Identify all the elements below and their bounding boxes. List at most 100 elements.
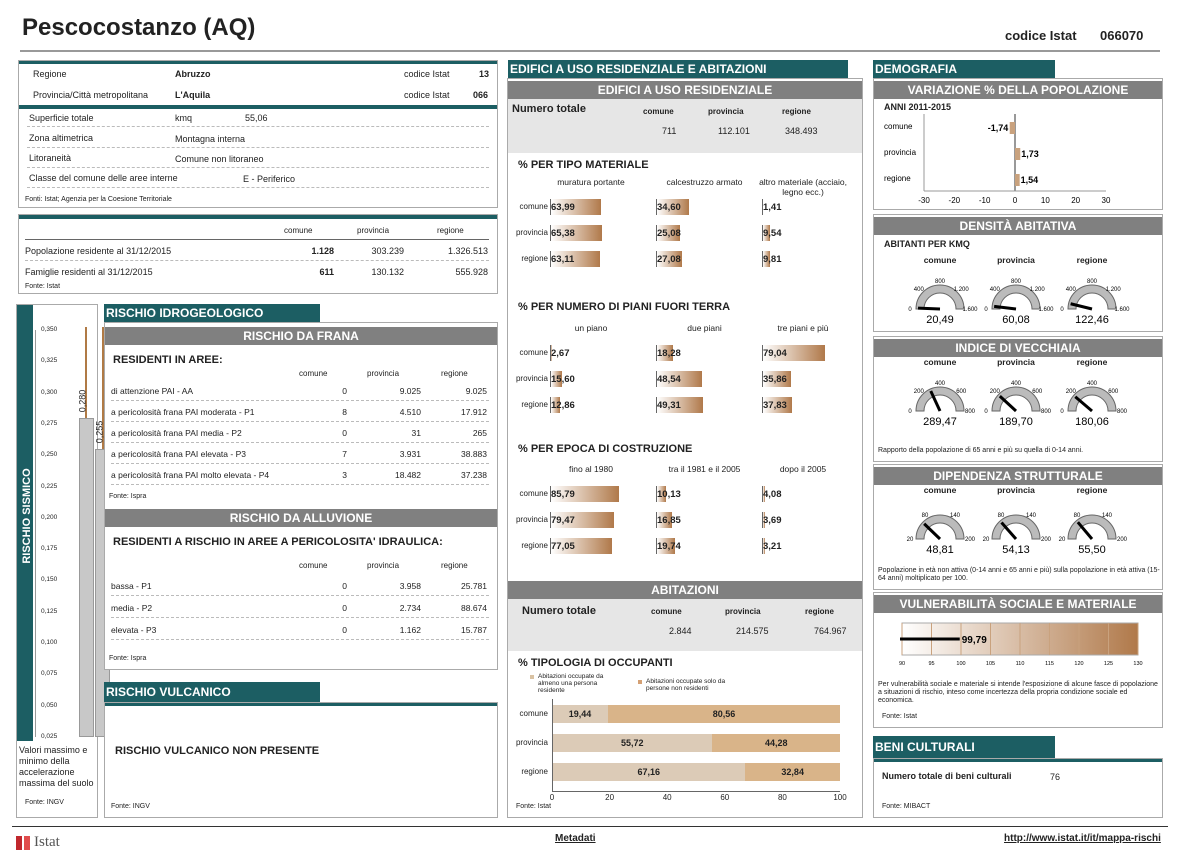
edifici-num-label: Numero totale: [512, 103, 586, 115]
materiale-title: % PER TIPO MATERIALE: [518, 159, 649, 171]
tipologia-bar-non-residenti: [745, 763, 840, 781]
alluv-row-regione: 25.781: [461, 581, 487, 591]
epoca-bar: [656, 486, 666, 502]
vecchiaia-gauge: 0 200 400 600 800 189,70: [984, 381, 1052, 427]
abit-col-provincia: provincia: [725, 607, 761, 616]
dipendenza-gauge-tick: 200: [965, 537, 976, 543]
vecchiaia-col-header: regione: [1076, 357, 1108, 367]
vulnerabilita-tick: 110: [1016, 661, 1025, 667]
piani-col-header: un piano: [574, 323, 608, 333]
vulcanico-title: RISCHIO VULCANICO: [104, 682, 320, 702]
vecchiaia-gauge-needle: [929, 390, 942, 412]
dipendenza-col-header: regione: [1076, 485, 1108, 495]
vecchiaia-gauge-tick: 200: [1066, 389, 1077, 395]
vulnerabilita-tick: 105: [986, 661, 995, 667]
variazione-row-label: provincia: [884, 148, 917, 157]
dipendenza-title: DIPENDENZA STRUTTURALE: [874, 467, 1162, 485]
alluv-row-label: media - P2: [111, 603, 153, 613]
densita-gauge-tick: 400: [1066, 287, 1077, 293]
zona-label: Zona altimetrica: [29, 133, 94, 143]
edifici-provincia: 112.101: [718, 126, 750, 136]
variazione-panel: VARIAZIONE % DELLA POPOLAZIONE ANNI 2011…: [873, 78, 1163, 210]
materiale-bar-label: 34,60: [657, 202, 681, 213]
alluv-col-regione: regione: [441, 561, 468, 570]
vecchiaia-gauge-value: 289,47: [923, 416, 957, 427]
materiale-bar: [656, 251, 682, 267]
frana-row-label: di attenzione PAI - AA: [111, 386, 194, 396]
vecchiaia-gauge-tick: 800: [1041, 409, 1052, 415]
tipologia-legend-1: Abitazioni occupate da almeno una person…: [538, 673, 604, 694]
frana-row-regione: 9.025: [465, 386, 487, 396]
dipendenza-gauge: 20 80 140 200 55,50: [1059, 513, 1128, 555]
materiale-bar: [762, 199, 764, 215]
vecchiaia-gauge-tick: 400: [935, 381, 946, 387]
alluv-row-label: bassa - P1: [111, 581, 152, 591]
piani-bar-label: 35,86: [763, 374, 787, 385]
dipendenza-gauge-tick: 20: [983, 537, 990, 543]
dipendenza-gauge-value: 55,50: [1078, 544, 1106, 555]
variazione-bar: [1009, 122, 1015, 134]
abitazioni-num-label: Numero totale: [522, 605, 596, 617]
vulnerabilita-tick: 115: [1045, 661, 1054, 667]
mappa-rischi-link[interactable]: http://www.istat.it/it/mappa-rischi: [1004, 833, 1161, 844]
epoca-bar: [762, 486, 766, 502]
materiale-bar-label: 25,08: [657, 228, 681, 239]
materiale-bar-label: 9,54: [763, 228, 782, 239]
dipendenza-gauge-tick: 20: [907, 537, 914, 543]
materiale-bar-label: 65,38: [551, 228, 575, 239]
piani-bar-label: 2,67: [551, 348, 570, 359]
materiale-bar: [550, 225, 603, 241]
info-fonte: Fonti: Istat; Agenzia per la Coesione Te…: [25, 196, 172, 203]
densita-gauge-tick: 0: [1060, 307, 1064, 313]
page-title: Pescocostanzo (AQ): [22, 14, 256, 41]
edifici-panel: EDIFICI A USO RESIDENZIALE Numero totale…: [507, 78, 863, 818]
epoca-bar: [656, 538, 675, 554]
variazione-xtick: 10: [1041, 196, 1050, 205]
piani-bar: [762, 371, 791, 387]
densita-panel: DENSITÀ ABITATIVA ABITANTI PER KMQ comun…: [873, 214, 1163, 332]
sismico-line-min: [102, 327, 104, 449]
edifici-col-comune: comune: [643, 107, 674, 116]
vecchiaia-gauge-tick: 800: [1117, 409, 1128, 415]
metadati-link[interactable]: Metadati: [555, 833, 596, 844]
tipologia-row-label: comune: [519, 709, 548, 718]
piani-bar: [550, 371, 563, 387]
frana-row-label: a pericolosità frana PAI media - P2: [111, 428, 242, 438]
tipologia-xtick: 60: [720, 793, 730, 802]
tipologia-xtick: 20: [605, 793, 615, 802]
densita-col-header: comune: [923, 255, 957, 265]
materiale-bar-label: 63,99: [551, 202, 575, 213]
variazione-xtick: 0: [1013, 196, 1018, 205]
vulnerabilita-value: 99,79: [962, 635, 987, 646]
frana-row-provincia: 3.931: [399, 449, 421, 459]
edifici-regione: 348.493: [785, 126, 818, 136]
densita-gauge-tick: 1.200: [1106, 287, 1122, 293]
codice-value: 066070: [1100, 28, 1144, 43]
vulnerabilita-tick: 95: [928, 661, 934, 667]
densita-gauge-value: 60,08: [1002, 314, 1030, 325]
dipendenza-gauge-tick: 80: [998, 513, 1005, 519]
beni-label: Numero totale di beni culturali: [882, 771, 1012, 781]
demografia-fonte: Fonte: Istat: [882, 713, 918, 720]
densita-gauge-tick: 400: [914, 287, 925, 293]
alluvione-sub: RESIDENTI A RISCHIO IN AREE A PERICOLOSI…: [113, 536, 443, 548]
vulnerabilita-chart: 90 95 100 105 110 115 120 125 130 99,79: [899, 622, 1143, 667]
vecchiaia-gauge-needle: [998, 394, 1018, 413]
tipologia-axis: [552, 699, 553, 791]
materiale-row-label: regione: [521, 254, 548, 263]
frana-row-provincia: 4.510: [399, 407, 421, 417]
istat-logo-mark-2: [24, 836, 30, 850]
edifici-comune: 711: [662, 126, 677, 136]
dipendenza-gauge-value: 54,13: [1002, 544, 1030, 555]
variazione-title: VARIAZIONE % DELLA POPOLAZIONE: [874, 81, 1162, 99]
regione-value: Abruzzo: [175, 69, 211, 79]
litoraneita-value: Comune non litoraneo: [175, 154, 264, 164]
tipologia-bar-residenti: [552, 763, 746, 781]
variazione-xtick: -30: [918, 196, 930, 205]
superficie-value: 55,06: [245, 113, 268, 123]
provincia-label: Provincia/Città metropolitana: [33, 90, 149, 100]
istat-logo: Istat: [34, 834, 60, 850]
frana-row-label: a pericolosità frana PAI moderata - P1: [111, 407, 255, 417]
epoca-col-header: tra il 1981 e il 2005: [668, 464, 741, 474]
piani-bar: [762, 397, 793, 413]
